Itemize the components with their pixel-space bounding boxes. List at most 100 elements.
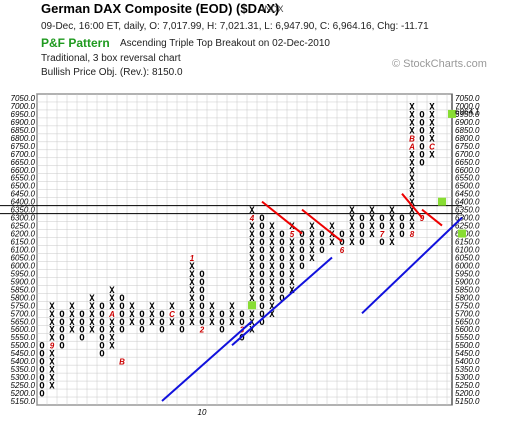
x-box: X (269, 262, 275, 272)
x-box: X (109, 294, 115, 304)
x-box: X (269, 230, 275, 240)
o-box: O (99, 334, 105, 344)
x-box: X (409, 110, 415, 120)
x-box: X (269, 246, 275, 256)
y-tick-label-right: 5650.0 (455, 317, 480, 326)
o-box: O (39, 366, 45, 376)
o-box: O (119, 310, 125, 320)
y-tick-label-right: 5850.0 (455, 285, 480, 294)
y-tick-label-right: 5600.0 (455, 325, 480, 334)
y-tick-label-right: 5350.0 (455, 365, 480, 374)
x-box: X (189, 270, 195, 280)
o-box: O (279, 294, 285, 304)
x-box: X (409, 166, 415, 176)
bullish-support-line (361, 216, 463, 315)
y-tick-label-left: 5950.0 (11, 269, 36, 278)
x-box: X (269, 294, 275, 304)
y-tick-label-right: 6150.0 (455, 238, 480, 247)
y-tick-label-right: 6900.0 (455, 118, 480, 127)
y-tick-label-right: 6200.0 (455, 230, 480, 239)
x-box: X (49, 366, 55, 376)
month-marker: 7 (380, 230, 385, 239)
o-box: O (419, 110, 425, 120)
x-box: X (209, 310, 215, 320)
y-tick-label-right: 5450.0 (455, 349, 480, 358)
x-box: X (409, 182, 415, 192)
o-box: O (419, 158, 425, 168)
x-box: X (69, 302, 75, 312)
o-box: O (199, 286, 205, 296)
o-box: O (399, 222, 405, 232)
x-box: X (109, 342, 115, 352)
x-box: X (249, 246, 255, 256)
y-tick-label-left: 6100.0 (11, 246, 36, 255)
x-box: X (409, 198, 415, 208)
x-box: X (369, 206, 375, 216)
x-box: X (269, 302, 275, 312)
o-box: O (279, 230, 285, 240)
y-tick-label-left: 6600.0 (11, 166, 36, 175)
x-box: X (429, 126, 435, 136)
y-tick-label-left: 5500.0 (11, 341, 36, 350)
o-box: O (399, 230, 405, 240)
month-marker: C (429, 142, 435, 151)
o-box: O (159, 326, 165, 336)
signal-marker (458, 229, 466, 238)
x-box: X (49, 326, 55, 336)
last-price-label: 6964.1 (455, 108, 479, 117)
y-tick-label-right: 5750.0 (455, 301, 480, 310)
y-tick-label-left: 5450.0 (11, 349, 36, 358)
x-box: X (289, 238, 295, 248)
bearish-resistance-line (421, 208, 443, 227)
bearish-resistance-line (401, 193, 423, 219)
y-tick-label-right: 6450.0 (455, 190, 480, 199)
x-box: X (409, 158, 415, 168)
x-box: X (409, 102, 415, 112)
x-box: X (249, 262, 255, 272)
y-tick-label-left: 6750.0 (11, 142, 36, 151)
o-box: O (79, 310, 85, 320)
y-tick-label-left: 5300.0 (11, 373, 36, 382)
o-box: O (259, 246, 265, 256)
x-box: X (229, 302, 235, 312)
y-tick-label-left: 6150.0 (11, 238, 36, 247)
x-box: X (209, 302, 215, 312)
x-box: X (409, 222, 415, 232)
y-tick-label-right: 5300.0 (455, 373, 480, 382)
x-box: X (409, 126, 415, 136)
o-box: O (339, 230, 345, 240)
bullish-support-line (161, 320, 253, 402)
y-tick-label-right: 6650.0 (455, 158, 480, 167)
month-marker: C (169, 310, 175, 319)
y-tick-label-left: 6550.0 (11, 174, 36, 183)
x-box: X (49, 374, 55, 384)
x-tick-label: 10 (198, 408, 207, 417)
o-box: O (39, 350, 45, 360)
x-box: X (129, 302, 135, 312)
y-tick-label-right: 6250.0 (455, 222, 480, 231)
o-box: O (259, 294, 265, 304)
x-box: X (49, 350, 55, 360)
o-box: O (199, 278, 205, 288)
x-box: X (249, 230, 255, 240)
x-box: X (409, 118, 415, 128)
o-box: O (99, 350, 105, 360)
y-tick-label-left: 6700.0 (11, 150, 36, 159)
o-box: O (319, 230, 325, 240)
chart-title-text: German DAX Composite (EOD) (41, 1, 233, 16)
x-box: X (249, 238, 255, 248)
month-marker: A (108, 310, 115, 319)
x-box: X (409, 190, 415, 200)
o-box: O (79, 326, 85, 336)
o-box: O (259, 270, 265, 280)
o-box: O (139, 310, 145, 320)
y-tick-label-left: 5850.0 (11, 285, 36, 294)
o-box: O (179, 310, 185, 320)
y-tick-label-right: 5500.0 (455, 341, 480, 350)
x-box: X (389, 206, 395, 216)
o-box: O (179, 326, 185, 336)
y-tick-label-right: 5700.0 (455, 309, 480, 318)
x-box: X (189, 278, 195, 288)
